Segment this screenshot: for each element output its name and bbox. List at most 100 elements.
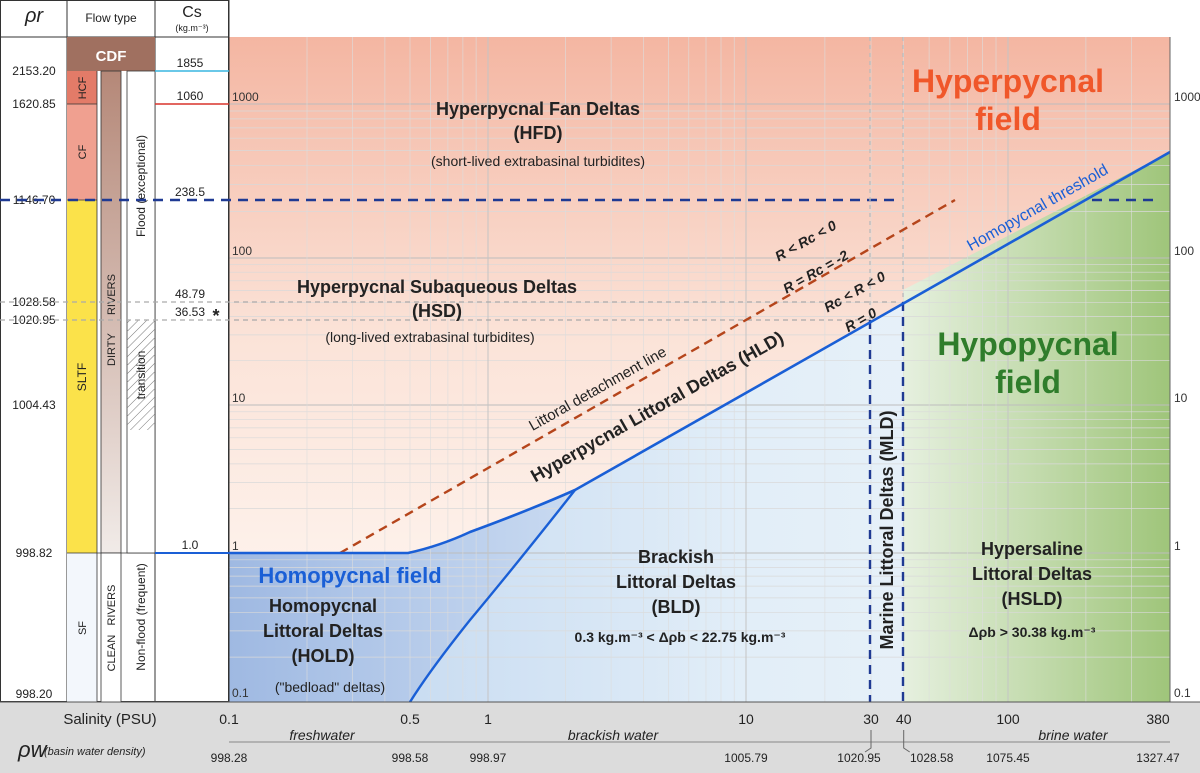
hfd-note: (short-lived extrabasinal turbidites) [431,153,645,169]
density-tick: 1327.47 [1136,751,1180,765]
hypopycnal-field-title-2: field [995,364,1061,400]
rho-r-value: 2153.20 [12,64,56,78]
bld-abbrev: (BLD) [652,597,701,617]
log-grid [229,37,1170,702]
sltf-band [67,200,97,553]
hypopycnal-field-title-1: Hypopycnal [937,326,1118,362]
salinity-tick: 0.5 [400,711,420,727]
cs-header: Cs [182,4,202,21]
hsd-title: Hyperpycnal Subaqueous Deltas [297,277,577,297]
rho-r-value: 1620.85 [12,97,56,111]
brine-label: brine water [1038,727,1109,743]
y-tick-left: 10 [232,391,246,405]
density-tick: 1075.45 [986,751,1030,765]
homopycnal-field-title: Homopycnal field [258,563,441,588]
littoral-detachment-line [339,198,956,555]
flood-label: Flood (exceptional) [134,135,148,237]
bld-title-1: Brackish [638,547,714,567]
hfd-title: Hyperpycnal Fan Deltas [436,99,640,119]
hsld-title-1: Hypersaline [981,539,1083,559]
reference-lines [0,37,1158,702]
homopycnal-threshold-curve [229,150,1170,555]
salinity-tick: 380 [1146,711,1170,727]
y-tick-right: 100 [1174,244,1194,258]
density-axis-symbol: ρw [17,737,49,762]
rho-r-value: 998.20 [16,687,53,701]
cf-band [67,104,97,200]
transition-hatch [127,320,155,430]
sf-label: SF [77,621,89,635]
rho-r-values: 2153.201620.851146.701028.581020.951004.… [12,64,56,701]
non-flood-label: Non-flood (frequent) [134,563,148,670]
bld-title-2: Littoral Deltas [616,572,736,592]
y-tick-right: 0.1 [1174,686,1191,700]
x-axis-band: Salinity (PSU) ρw (basin water density) … [0,701,1200,773]
hsld-abbrev: (HSLD) [1002,589,1063,609]
rho-r-value: 1020.95 [12,313,56,327]
hold-note: ("bedload" deltas) [275,679,385,695]
cdf-label: CDF [96,48,127,65]
left-panel: ρr Flow type Cs (kg.m⁻³) 2153.20 1620.85 1… [0,0,230,703]
plot-area [229,37,1170,702]
salinity-tick: 0.1 [219,711,239,727]
cs-1855: 1855 [177,56,204,70]
hyperpycnal-field-title-1: Hyperpycnal [912,63,1104,99]
curves [229,150,1170,702]
cs-1-0: 1.0 [182,538,199,552]
freshwater-label: freshwater [289,727,356,743]
density-axis-sub: (basin water density) [44,746,146,758]
cs-unit: (kg.m⁻³) [175,23,208,33]
hsld-title-2: Littoral Deltas [972,564,1092,584]
rho-r-value: 1028.58 [12,295,56,309]
salinity-tick: 1 [484,711,492,727]
hcf-band [67,71,97,104]
hold-title-2: Littoral Deltas [263,621,383,641]
cs-238-5: 238.5 [175,185,205,199]
cdf-band [67,37,155,71]
hold-title-1: Homopycnal [269,596,377,616]
density-tick: 998.58 [392,751,429,765]
density-tick: 1020.95 [837,751,881,765]
y-tick-right: 1 [1174,539,1181,553]
salinity-axis-label: Salinity (PSU) [63,711,156,728]
y-tick-left: 1 [232,539,239,553]
salinity-tick: 10 [738,711,754,727]
cf-label: CF [77,144,89,159]
y-tick-left: 1000 [232,90,259,104]
density-leader [903,730,910,753]
y-tick-left: 0.1 [232,686,249,700]
bld-density: 0.3 kg.m⁻³ < Δρb < 22.75 kg.m⁻³ [575,629,786,645]
cs-36-53: 36.53 [175,305,205,319]
cs-1060: 1060 [177,89,204,103]
rho-r-value: 998.82 [16,546,53,560]
flood-band [126,70,156,554]
hold-boundary-curve [408,489,576,702]
salinity-tick: 100 [996,711,1020,727]
salinity-tick: 40 [896,711,912,727]
brackish-label: brackish water [568,727,660,743]
rho-r-value: 1004.43 [12,398,56,412]
y-tick-right: 10 [1174,391,1188,405]
density-tick: 998.97 [470,751,507,765]
rho-r-header: ρr [24,5,44,27]
y-axis-ticks: 1000 100 10 1 0.1 1000 100 10 1 0.1 [232,90,1200,700]
y-tick-right: 1000 [1174,90,1200,104]
cs-48-79: 48.79 [175,287,205,301]
density-leader [864,730,872,753]
transition-label: transition [134,351,148,400]
y-tick-left: 100 [232,244,252,258]
hfd-abbrev: (HFD) [514,123,563,143]
density-tick: 1028.58 [910,751,954,765]
hold-abbrev: (HOLD) [292,646,355,666]
salinity-tick: 30 [863,711,879,727]
sltf-label: SLTF [75,363,89,391]
mld-label: Marine Littoral Deltas (MLD) [877,410,897,649]
density-tick: 998.28 [211,751,248,765]
hcf-label: HCF [77,76,89,99]
hsd-note: (long-lived extrabasinal turbidites) [325,329,534,345]
clean-rivers-label: CLEAN RIVERS [106,585,118,672]
sf-band [67,553,97,702]
hyperpycnal-field-title-2: field [975,101,1041,137]
hypopycnal-area [903,152,1170,702]
